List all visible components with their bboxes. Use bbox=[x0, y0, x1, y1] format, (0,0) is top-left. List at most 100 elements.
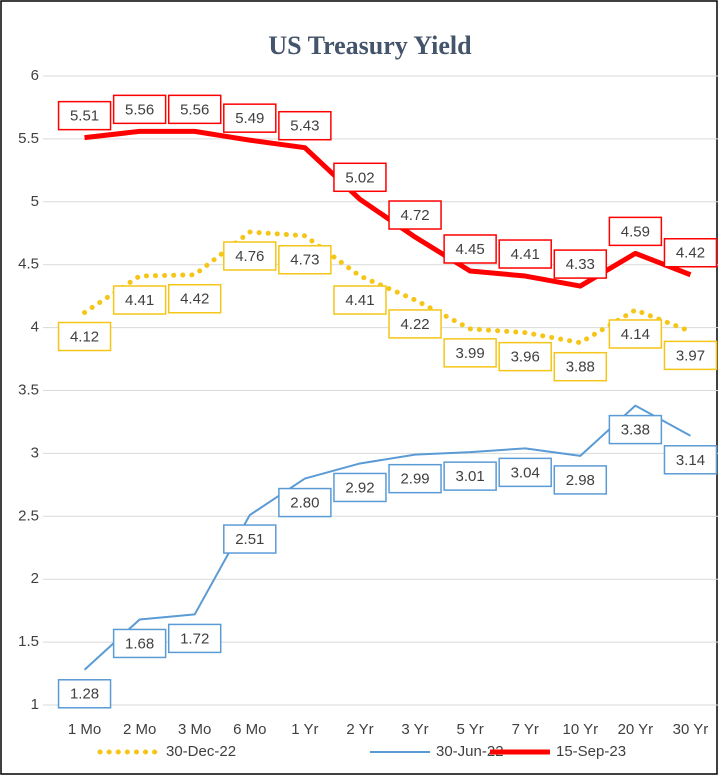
data-label: 4.73 bbox=[290, 252, 319, 269]
data-label-box bbox=[167, 623, 222, 654]
y-tick-label: 3 bbox=[31, 444, 39, 461]
data-label: 2.92 bbox=[345, 479, 374, 496]
series-line bbox=[84, 128, 692, 289]
y-tick-label: 2.5 bbox=[18, 507, 39, 524]
data-label-box bbox=[333, 285, 387, 315]
data-label-box bbox=[388, 200, 442, 230]
data-label: 2.98 bbox=[566, 472, 595, 489]
data-label: 4.59 bbox=[621, 223, 650, 240]
y-tick-label: 2 bbox=[31, 570, 39, 587]
data-label-box bbox=[498, 457, 552, 488]
data-label: 1.68 bbox=[125, 635, 154, 652]
data-label: 1.28 bbox=[70, 686, 99, 703]
x-tick-label: 2 Yr bbox=[346, 721, 373, 738]
y-tick-label: 5.5 bbox=[18, 130, 39, 147]
data-label-box bbox=[278, 110, 332, 141]
data-label-box bbox=[112, 94, 167, 125]
y-tick-label: 4.5 bbox=[18, 256, 39, 273]
data-label-box bbox=[663, 445, 718, 475]
data-label-box bbox=[278, 487, 332, 518]
data-label: 3.04 bbox=[511, 464, 540, 481]
data-label: 3.99 bbox=[456, 345, 485, 362]
data-label: 4.41 bbox=[511, 246, 540, 263]
y-tick-label: 1 bbox=[31, 696, 39, 713]
x-tick-label: 1 Mo bbox=[68, 721, 101, 738]
x-tick-label: 10 Yr bbox=[562, 721, 598, 738]
data-label: 4.42 bbox=[180, 291, 209, 308]
series-line bbox=[82, 229, 693, 346]
data-label: 4.45 bbox=[456, 241, 485, 258]
data-label-box bbox=[333, 162, 387, 193]
data-label: 4.41 bbox=[125, 292, 154, 309]
y-tick-label: 5 bbox=[31, 193, 39, 210]
data-label-box bbox=[663, 238, 718, 268]
data-label-box bbox=[167, 94, 222, 125]
data-label-box bbox=[112, 628, 167, 659]
data-label: 4.76 bbox=[235, 248, 264, 265]
data-label: 2.99 bbox=[400, 471, 429, 488]
data-label-box bbox=[663, 340, 718, 371]
data-label: 3.14 bbox=[676, 452, 705, 469]
legend-label: 30-Dec-22 bbox=[166, 743, 236, 760]
data-label: 3.38 bbox=[621, 422, 650, 439]
y-tick-label: 4 bbox=[31, 319, 39, 336]
chart-title: US Treasury Yield bbox=[268, 31, 472, 60]
y-tick-label: 1.5 bbox=[18, 633, 39, 650]
x-tick-label: 1 Yr bbox=[291, 721, 318, 738]
data-label: 5.51 bbox=[70, 108, 99, 125]
data-label: 4.33 bbox=[566, 256, 595, 273]
data-label: 3.97 bbox=[676, 347, 705, 364]
data-label-box bbox=[498, 239, 552, 269]
data-label: 4.12 bbox=[70, 328, 99, 345]
x-tick-label: 3 Yr bbox=[401, 721, 428, 738]
legend-label: 15-Sep-23 bbox=[556, 743, 626, 760]
y-tick-label: 6 bbox=[31, 67, 39, 84]
x-tick-label: 20 Yr bbox=[618, 721, 654, 738]
x-tick-label: 2 Mo bbox=[123, 721, 156, 738]
data-label-box bbox=[388, 463, 442, 494]
data-label: 3.88 bbox=[566, 359, 595, 376]
data-label: 4.72 bbox=[400, 207, 429, 224]
x-tick-label: 6 Mo bbox=[233, 721, 266, 738]
data-label: 5.43 bbox=[290, 118, 319, 135]
data-label-box bbox=[112, 285, 167, 315]
data-label: 4.14 bbox=[621, 326, 650, 343]
legend-label: 30-Jun-22 bbox=[436, 743, 504, 760]
data-label-box bbox=[167, 284, 222, 314]
data-label-box bbox=[57, 679, 112, 709]
data-label-box bbox=[553, 351, 608, 382]
data-label-box bbox=[498, 341, 552, 372]
data-label: 4.42 bbox=[676, 245, 705, 262]
data-label: 2.51 bbox=[235, 531, 264, 548]
data-label-box bbox=[223, 524, 277, 554]
data-label-box bbox=[278, 245, 332, 275]
data-label-box bbox=[443, 461, 497, 491]
data-label: 5.49 bbox=[235, 110, 264, 127]
data-label-box bbox=[443, 234, 497, 264]
data-label-box bbox=[553, 249, 608, 279]
data-label: 3.96 bbox=[511, 349, 540, 366]
data-label: 1.72 bbox=[180, 630, 209, 647]
data-label: 5.56 bbox=[180, 101, 209, 118]
y-tick-label: 3.5 bbox=[18, 381, 39, 398]
data-label-box bbox=[388, 309, 442, 339]
data-label-box bbox=[443, 338, 497, 368]
data-label-box bbox=[223, 103, 277, 133]
data-label-box bbox=[57, 100, 112, 131]
data-label: 3.01 bbox=[456, 468, 485, 485]
x-tick-label: 5 Yr bbox=[457, 721, 484, 738]
data-label-box bbox=[608, 216, 663, 247]
data-label-box bbox=[57, 321, 112, 352]
x-tick-label: 3 Mo bbox=[178, 721, 211, 738]
data-label: 5.02 bbox=[345, 169, 374, 186]
data-label-box bbox=[553, 465, 608, 495]
data-label-box bbox=[608, 414, 663, 445]
data-label: 5.56 bbox=[125, 101, 154, 118]
data-label: 2.80 bbox=[290, 495, 319, 512]
data-label: 4.41 bbox=[345, 292, 374, 309]
data-label-box bbox=[333, 472, 387, 503]
x-tick-label: 30 Yr bbox=[673, 721, 709, 738]
series-line bbox=[83, 404, 691, 671]
data-label: 4.22 bbox=[400, 316, 429, 333]
